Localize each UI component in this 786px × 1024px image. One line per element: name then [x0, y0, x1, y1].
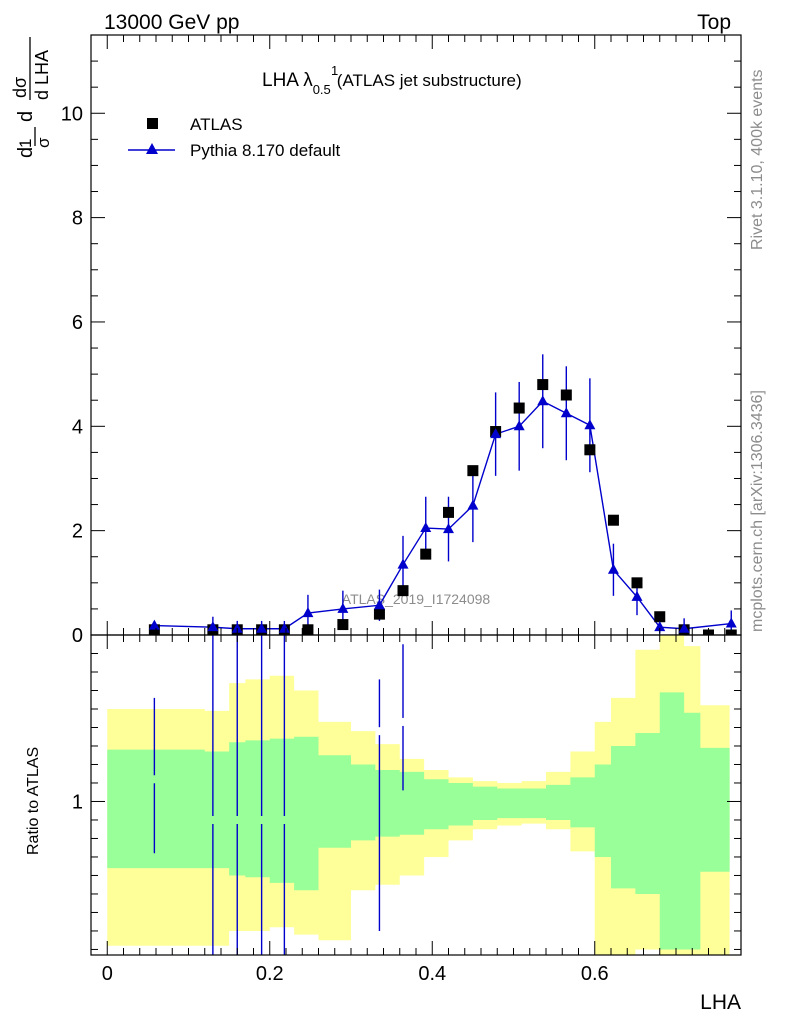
- legend-mc-label: Pythia 8.170 default: [190, 141, 341, 160]
- data-point: [467, 465, 479, 477]
- mc-point: [467, 499, 479, 510]
- mc-point: [631, 590, 643, 601]
- mc-point: [207, 621, 219, 632]
- x-tick-label: 0: [102, 963, 113, 985]
- x-axis-title: LHA: [700, 991, 741, 1014]
- rivet-side-label: Rivet 3.1.10, 400k events: [749, 69, 766, 250]
- mc-point: [725, 617, 737, 628]
- mcplots-side-label: mcplots.cern.ch [arXiv:1306.3436]: [749, 390, 766, 632]
- x-tick-label: 0.2: [256, 963, 284, 985]
- mc-point: [513, 420, 525, 431]
- mc-point: [607, 563, 619, 574]
- svg-text:d: d: [15, 147, 37, 158]
- main-panel: ATLAS_2019_I1724098 0 2 4 6 8 10 LHA λ0.5 (ATL…: [10, 34, 742, 647]
- plot-title-subscript: 0.5: [313, 82, 331, 97]
- data-point: [584, 444, 596, 456]
- data-point: [654, 611, 666, 623]
- x-tick-label: 0.4: [418, 963, 446, 985]
- mc-point: [256, 622, 268, 633]
- data-point: [302, 624, 314, 635]
- plot-title-superscript: 1: [331, 63, 338, 78]
- mc-point: [231, 622, 243, 633]
- mc-point: [490, 428, 502, 439]
- mc-point: [397, 558, 409, 569]
- legend: ATLAS Pythia 8.170 default: [128, 115, 341, 160]
- mc-point: [420, 522, 432, 533]
- plot-title-extra: (ATLAS jet substructure): [337, 71, 522, 90]
- x-tick-label: 0.6: [581, 963, 609, 985]
- data-point: [337, 619, 349, 631]
- mc-point: [278, 622, 290, 633]
- data-point: [560, 389, 572, 401]
- svg-text:d: d: [15, 111, 37, 122]
- legend-data-marker: [147, 118, 158, 129]
- mc-point: [373, 599, 385, 610]
- data-point: [397, 585, 409, 597]
- mc-point: [584, 419, 596, 430]
- mc-point: [443, 523, 454, 534]
- y-tick-label: 4: [72, 416, 83, 438]
- data-point: [420, 548, 432, 560]
- y-tick-label: 8: [72, 208, 83, 230]
- y-tick-label: 0: [72, 625, 83, 647]
- mc-point: [337, 602, 349, 613]
- data-point: [513, 402, 525, 414]
- data-point: [725, 629, 737, 635]
- y-tick-label: 2: [72, 521, 83, 543]
- mc-series-line: [154, 400, 732, 630]
- mc-point: [302, 607, 314, 618]
- y-axis-title: d 1 σ d dσ d LHA: [10, 37, 53, 158]
- data-point: [373, 608, 385, 620]
- mc-point: [560, 407, 572, 418]
- data-point: [607, 514, 619, 526]
- svg-text:dσ: dσ: [10, 77, 30, 98]
- svg-text:1: 1: [16, 139, 35, 148]
- svg-text:σ: σ: [34, 137, 53, 148]
- ratio-y-axis-title: Ratio to ATLAS: [25, 747, 42, 855]
- data-point: [443, 506, 454, 518]
- mc-point: [654, 621, 666, 632]
- y-tick-label: 10: [61, 103, 83, 125]
- plot-title-main: LHA λ: [262, 70, 313, 91]
- legend-data-label: ATLAS: [190, 115, 243, 134]
- legend-mc-marker: [146, 143, 158, 154]
- plot-title: LHA λ0.5 (ATLAS jet substructure): [262, 70, 522, 97]
- mc-point: [537, 395, 549, 406]
- watermark-label: ATLAS_2019_I1724098: [342, 591, 491, 607]
- ratio-y-tick-label: 1: [72, 791, 83, 813]
- data-point: [537, 379, 549, 391]
- data-point: [148, 624, 160, 635]
- mc-point: [678, 622, 690, 633]
- ratio-inner-uncertainty-band: [107, 692, 730, 950]
- ratio-panel: 1 0 0.2 0.4 0.6 Ratio to ATLAS LHA: [25, 634, 742, 1014]
- svg-text:d LHA: d LHA: [32, 50, 52, 100]
- y-tick-label: 6: [72, 312, 83, 334]
- header-left-label: 13000 GeV pp: [104, 11, 239, 34]
- data-point: [631, 577, 643, 589]
- header-right-label: Top: [697, 11, 731, 34]
- mc-point: [148, 619, 160, 630]
